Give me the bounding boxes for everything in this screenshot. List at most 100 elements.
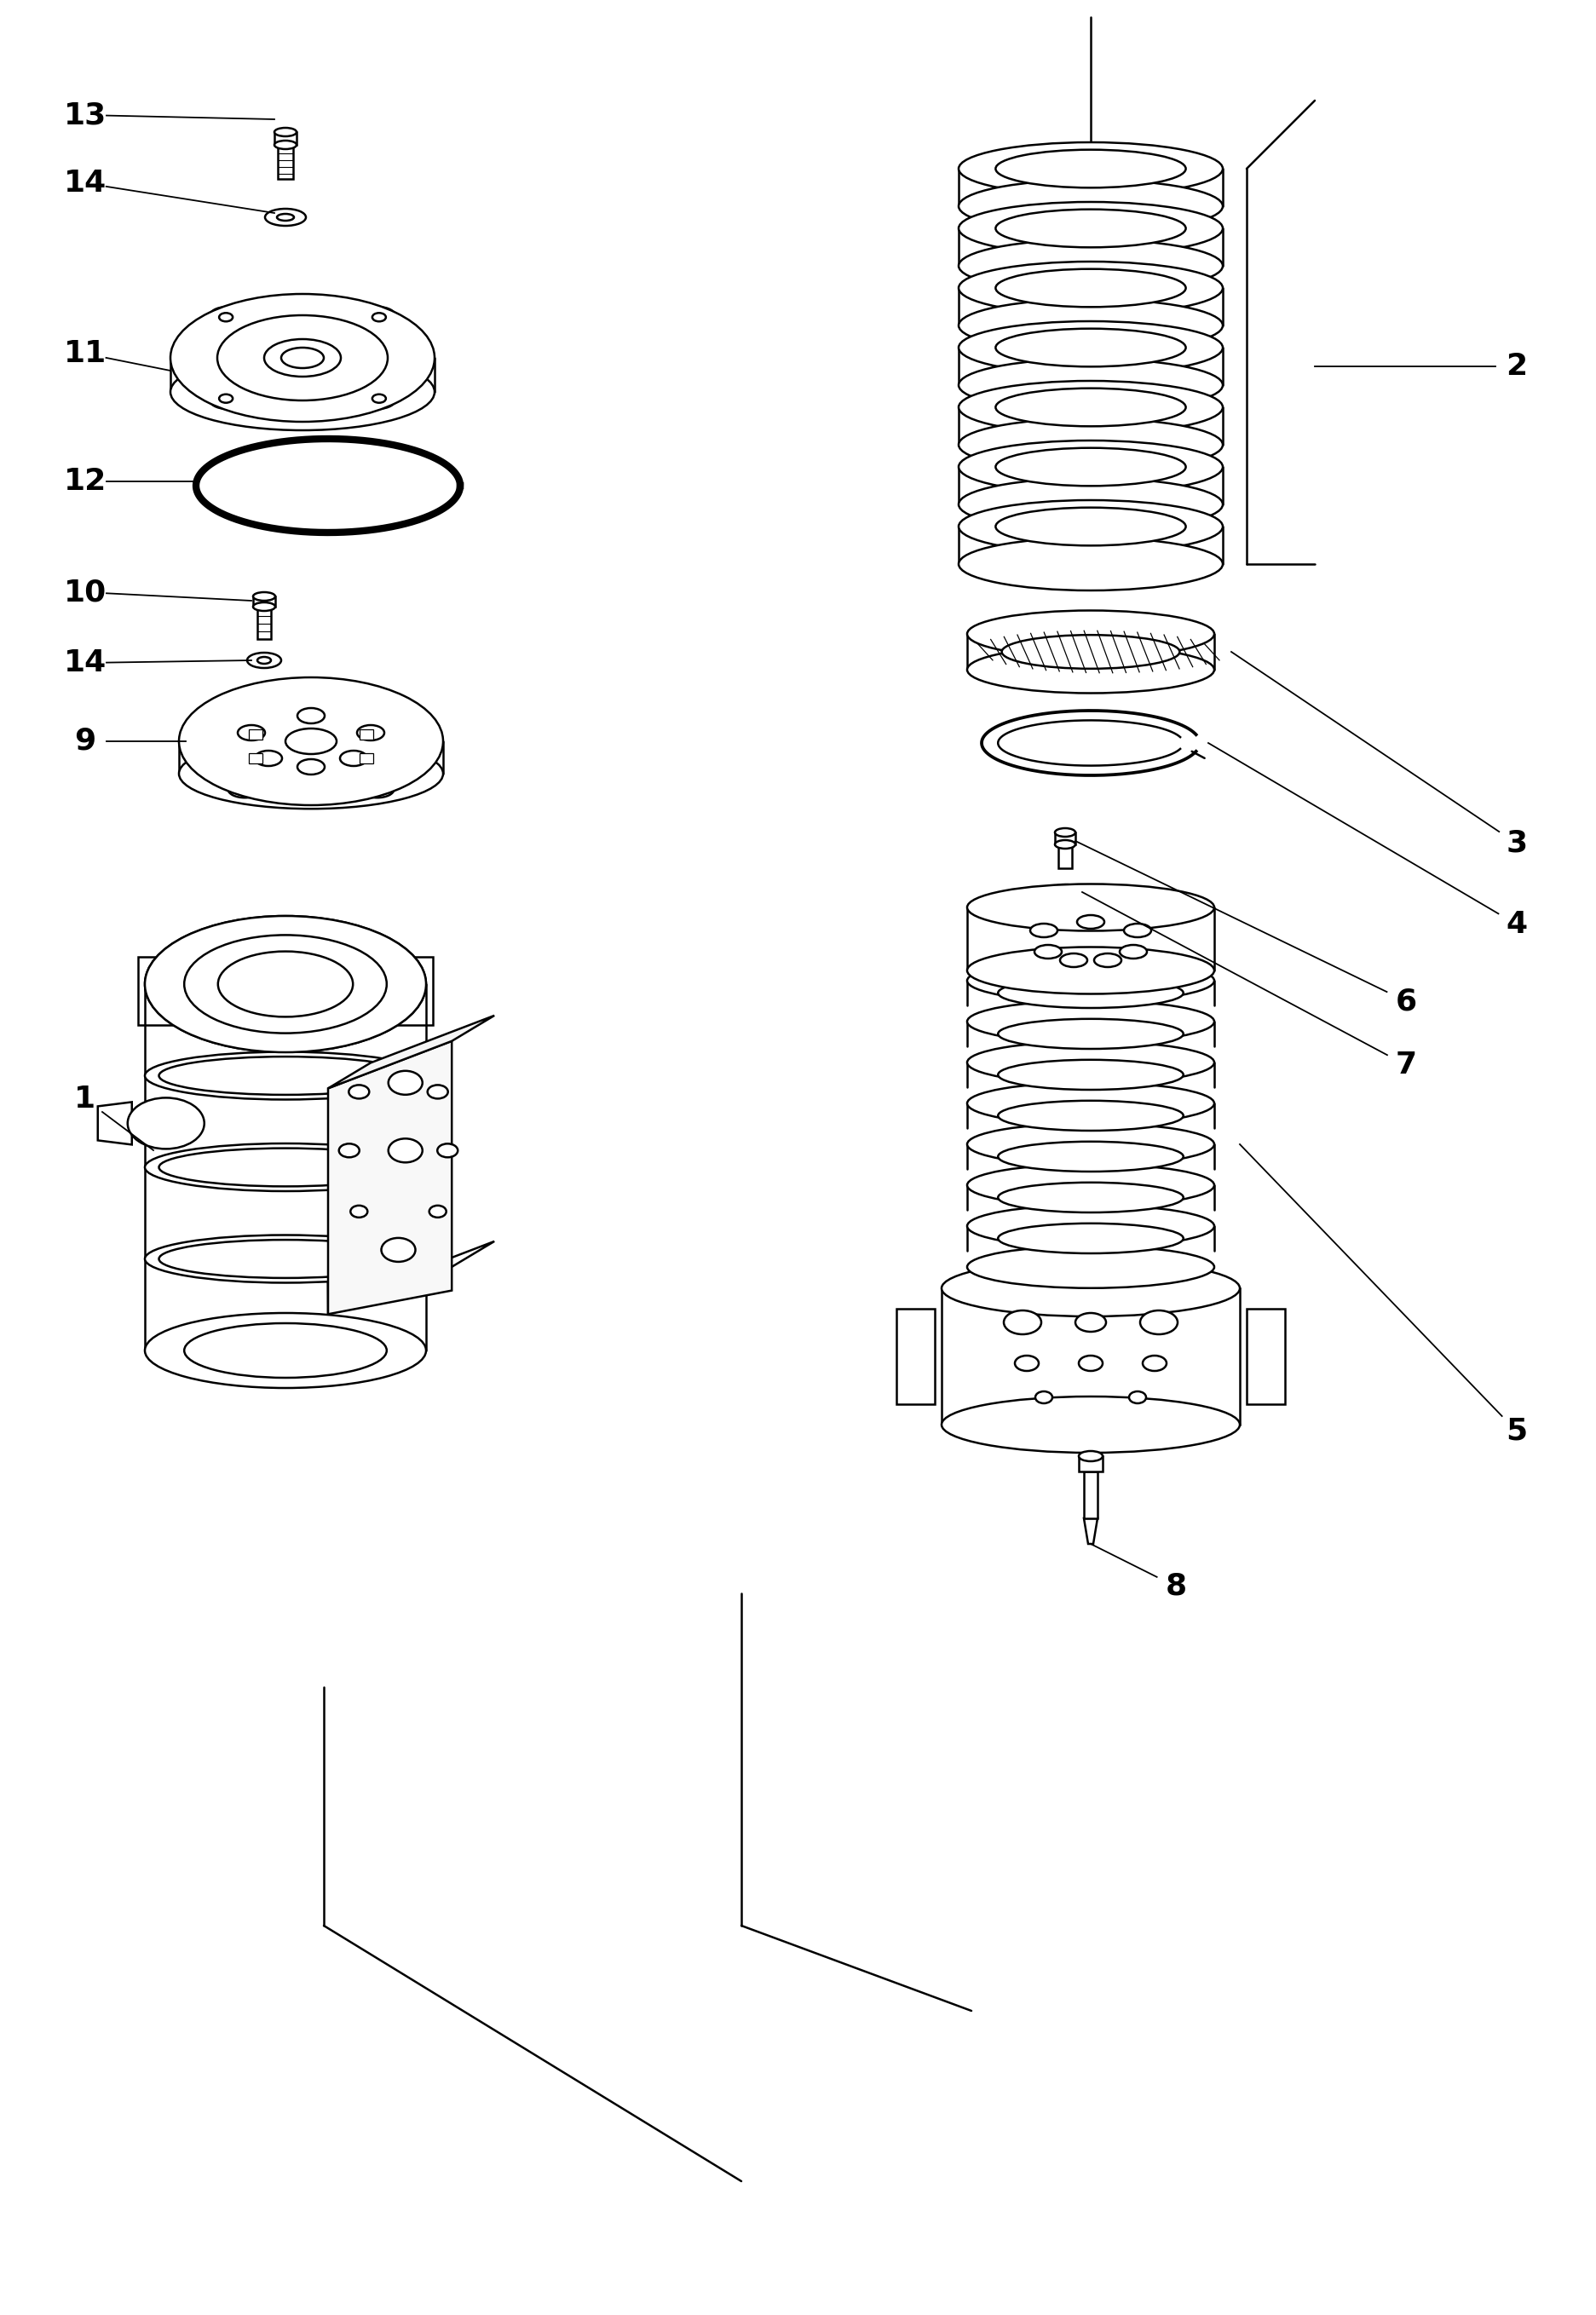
- Ellipse shape: [959, 359, 1223, 412]
- Text: 10: 10: [64, 579, 107, 607]
- Ellipse shape: [297, 708, 324, 722]
- Ellipse shape: [1058, 889, 1073, 896]
- Ellipse shape: [228, 780, 262, 799]
- Ellipse shape: [180, 933, 391, 1035]
- Ellipse shape: [145, 1051, 426, 1100]
- Ellipse shape: [996, 447, 1186, 486]
- Ellipse shape: [1029, 924, 1058, 938]
- Ellipse shape: [297, 759, 324, 776]
- Ellipse shape: [1055, 829, 1076, 836]
- Polygon shape: [249, 729, 262, 738]
- Ellipse shape: [215, 949, 356, 1019]
- Polygon shape: [329, 1016, 495, 1088]
- Ellipse shape: [145, 917, 426, 1053]
- Ellipse shape: [967, 1164, 1215, 1206]
- Ellipse shape: [996, 208, 1186, 248]
- Text: 9: 9: [75, 727, 96, 755]
- Ellipse shape: [372, 313, 386, 322]
- Polygon shape: [254, 597, 275, 607]
- Ellipse shape: [1077, 914, 1104, 928]
- Ellipse shape: [254, 593, 275, 600]
- Ellipse shape: [281, 347, 324, 368]
- Ellipse shape: [350, 1086, 369, 1100]
- Ellipse shape: [967, 1245, 1215, 1287]
- Ellipse shape: [1060, 954, 1087, 968]
- Ellipse shape: [959, 419, 1223, 472]
- Ellipse shape: [160, 1056, 412, 1095]
- Ellipse shape: [942, 1396, 1240, 1454]
- Polygon shape: [329, 1241, 495, 1315]
- Ellipse shape: [286, 729, 337, 755]
- Ellipse shape: [429, 1206, 447, 1218]
- Ellipse shape: [959, 181, 1223, 232]
- Ellipse shape: [179, 738, 444, 808]
- Ellipse shape: [381, 1239, 415, 1262]
- Polygon shape: [257, 607, 271, 639]
- Text: 7: 7: [1395, 1051, 1417, 1079]
- Ellipse shape: [998, 1222, 1183, 1252]
- Ellipse shape: [265, 338, 342, 377]
- Ellipse shape: [209, 308, 243, 326]
- Ellipse shape: [1034, 945, 1061, 958]
- Ellipse shape: [967, 884, 1215, 931]
- Ellipse shape: [145, 1234, 426, 1283]
- Ellipse shape: [1124, 924, 1151, 938]
- Ellipse shape: [362, 389, 396, 410]
- Ellipse shape: [407, 734, 440, 750]
- Ellipse shape: [967, 1042, 1215, 1083]
- Ellipse shape: [265, 208, 306, 227]
- Ellipse shape: [996, 507, 1186, 546]
- Ellipse shape: [219, 951, 353, 1016]
- Ellipse shape: [998, 1141, 1183, 1171]
- Ellipse shape: [996, 389, 1186, 426]
- Polygon shape: [137, 956, 433, 1026]
- Ellipse shape: [998, 1019, 1183, 1049]
- Ellipse shape: [959, 322, 1223, 375]
- Ellipse shape: [1002, 634, 1179, 669]
- Polygon shape: [942, 1287, 1240, 1424]
- Ellipse shape: [1076, 1313, 1106, 1331]
- Ellipse shape: [437, 1144, 458, 1158]
- Polygon shape: [359, 729, 373, 738]
- Ellipse shape: [959, 382, 1223, 433]
- Ellipse shape: [386, 1005, 410, 1019]
- Text: 12: 12: [64, 468, 107, 495]
- Ellipse shape: [209, 389, 243, 410]
- Ellipse shape: [996, 150, 1186, 188]
- Ellipse shape: [184, 935, 386, 1032]
- Ellipse shape: [278, 213, 294, 220]
- Ellipse shape: [254, 602, 275, 611]
- Ellipse shape: [428, 1086, 448, 1100]
- Ellipse shape: [358, 725, 385, 741]
- Ellipse shape: [959, 299, 1223, 352]
- Text: 13: 13: [64, 100, 107, 130]
- Ellipse shape: [182, 734, 215, 750]
- Ellipse shape: [388, 1072, 423, 1095]
- Ellipse shape: [161, 1005, 185, 1019]
- Ellipse shape: [959, 201, 1223, 255]
- Ellipse shape: [1095, 954, 1122, 968]
- Polygon shape: [1246, 1308, 1285, 1405]
- Text: 5: 5: [1507, 1417, 1527, 1447]
- Ellipse shape: [967, 961, 1215, 1002]
- Text: 11: 11: [64, 338, 107, 368]
- Ellipse shape: [959, 537, 1223, 590]
- Ellipse shape: [998, 977, 1183, 1007]
- Ellipse shape: [340, 750, 367, 766]
- Ellipse shape: [338, 1144, 359, 1158]
- Ellipse shape: [942, 1259, 1240, 1317]
- Ellipse shape: [967, 947, 1215, 993]
- Ellipse shape: [219, 313, 233, 322]
- Polygon shape: [1084, 1519, 1098, 1544]
- Ellipse shape: [998, 1183, 1183, 1213]
- Ellipse shape: [351, 1206, 367, 1218]
- Ellipse shape: [1143, 1357, 1167, 1370]
- Text: 14: 14: [64, 648, 107, 678]
- Ellipse shape: [967, 1206, 1215, 1248]
- Ellipse shape: [171, 294, 434, 421]
- Ellipse shape: [1128, 1391, 1146, 1403]
- Text: 8: 8: [1165, 1572, 1186, 1602]
- Ellipse shape: [967, 646, 1215, 692]
- Ellipse shape: [219, 394, 233, 403]
- Polygon shape: [1079, 1456, 1103, 1472]
